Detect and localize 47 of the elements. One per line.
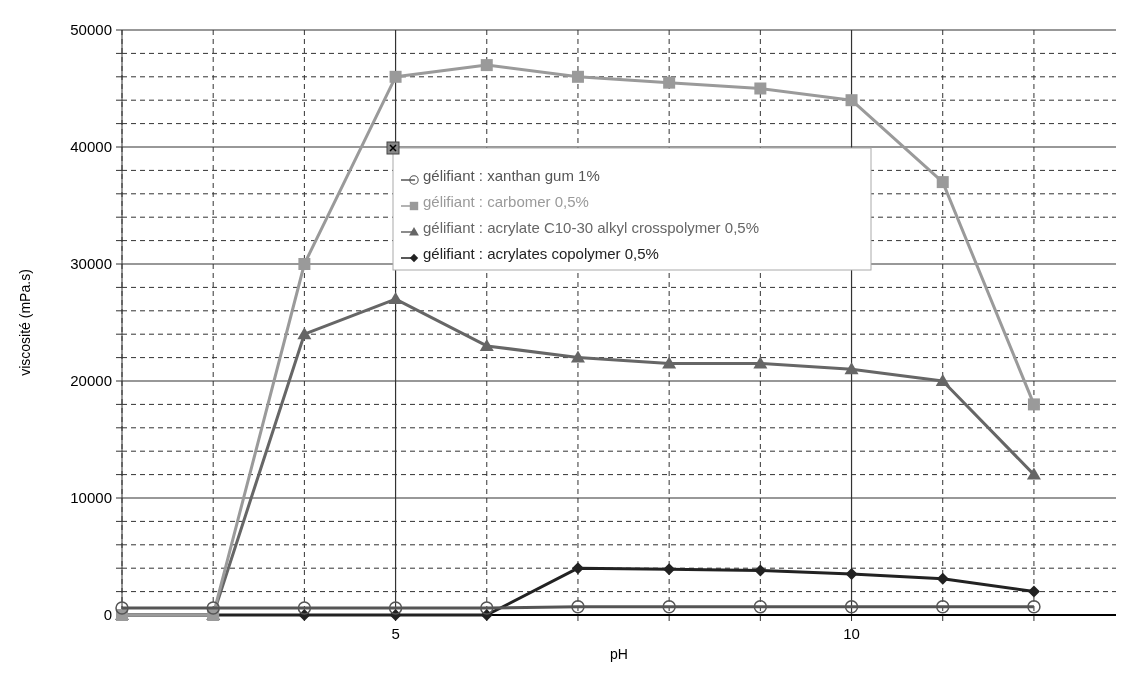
y-tick-label: 40000 — [70, 138, 112, 156]
point — [570, 350, 585, 363]
point — [298, 258, 311, 270]
point — [571, 70, 584, 83]
y-tick-label: 0 — [103, 606, 112, 624]
y-tick-label: 30000 — [70, 255, 112, 273]
point — [754, 82, 767, 95]
legend-label: gélifiant : xanthan gum 1% — [423, 167, 600, 185]
point — [1026, 467, 1041, 480]
point — [935, 374, 950, 386]
point — [1027, 398, 1040, 411]
point — [662, 600, 676, 614]
point — [388, 601, 403, 615]
x-tick-label: 5 — [391, 625, 400, 642]
y-tick-label: 50000 — [70, 21, 112, 39]
point — [480, 601, 494, 615]
point — [297, 327, 312, 340]
y-tick-label: 20000 — [70, 372, 112, 390]
point — [479, 338, 494, 351]
point — [115, 601, 129, 615]
point — [845, 94, 858, 107]
point — [936, 176, 949, 189]
point — [571, 600, 585, 614]
point — [389, 70, 402, 83]
y-tick-label: 10000 — [70, 489, 112, 507]
point — [844, 600, 859, 614]
point — [388, 292, 403, 305]
y-axis-title: viscosité (mPa.s) — [17, 269, 33, 376]
legend-label: gélifiant : acrylates copolymer 0,5% — [423, 245, 659, 263]
point — [754, 564, 767, 577]
legend-label: gélifiant : carbomer 0,5% — [423, 193, 589, 211]
point — [753, 356, 768, 369]
point — [753, 600, 768, 614]
point — [297, 601, 312, 615]
x-axis-title: pH — [610, 646, 628, 662]
point — [1027, 600, 1041, 614]
point — [935, 600, 950, 614]
legend-label: gélifiant : acrylate C10-30 alkyl crosspolymer 0,5% — [423, 219, 759, 237]
point — [480, 59, 493, 72]
point — [845, 568, 858, 581]
point — [663, 76, 676, 89]
x-tick-label: 10 — [843, 625, 860, 642]
point — [206, 601, 220, 615]
point — [844, 362, 859, 375]
point — [571, 562, 584, 575]
point — [1027, 585, 1040, 598]
point — [662, 356, 677, 369]
